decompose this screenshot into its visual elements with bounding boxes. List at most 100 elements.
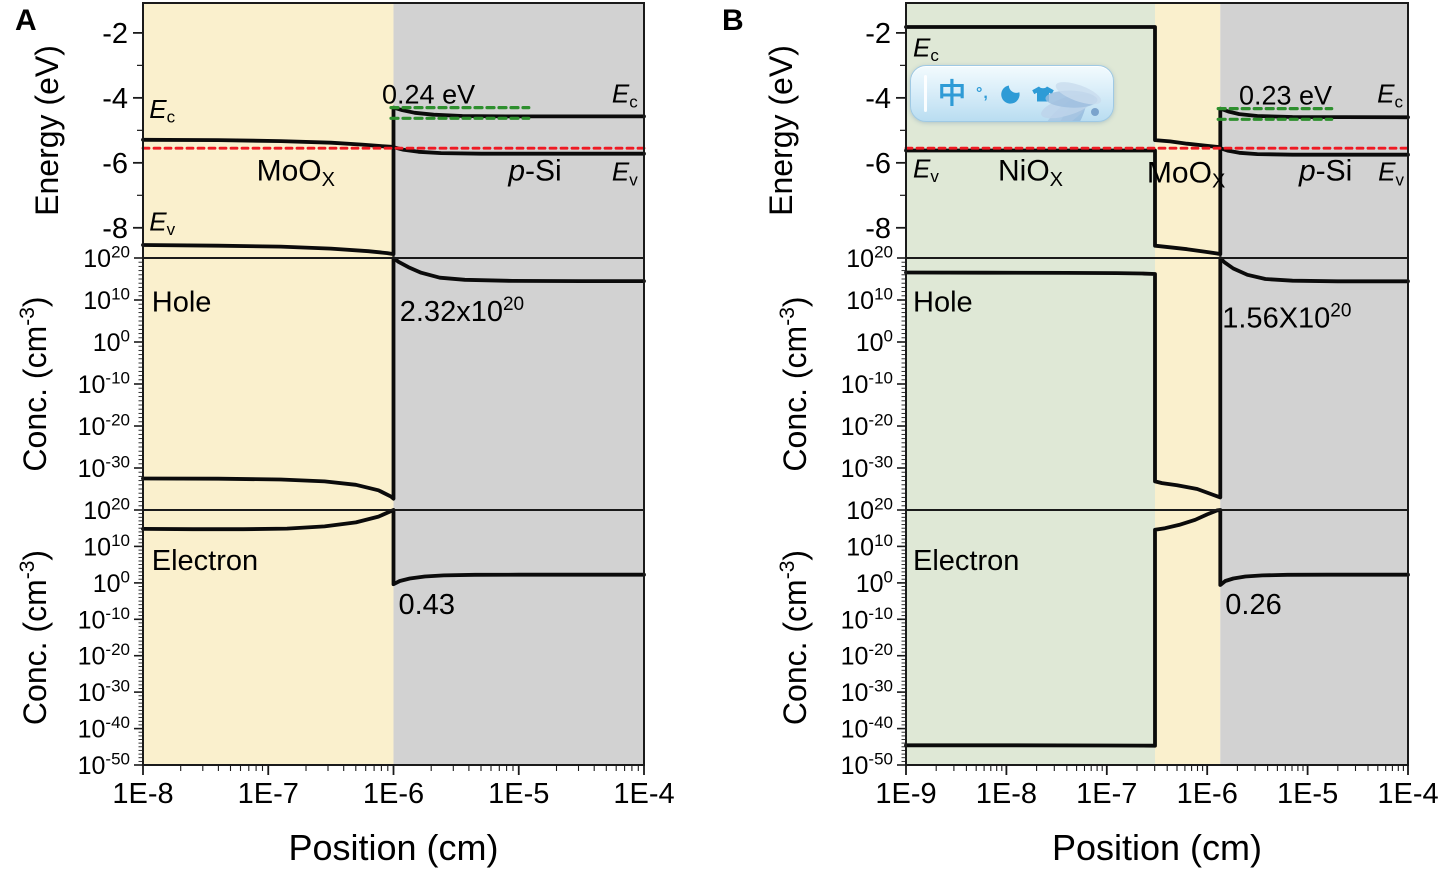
- A-hole-region-psi: [393, 258, 644, 510]
- B-electron-ytick--10: 10-10: [841, 604, 893, 635]
- B-electron-series-label-electron: Electron: [913, 545, 1019, 577]
- A-energy-conduction-band-label-left: Ec: [149, 94, 175, 127]
- ime-drag-handle[interactable]: [924, 75, 927, 112]
- B-energy-conduction-band-label-right: Ec: [1377, 79, 1403, 112]
- A-electron-ytick--10: 10-10: [78, 604, 130, 635]
- A-energy-y-axis-title: Energy (eV): [29, 45, 65, 216]
- B-energy-valence-band-label-left: Ev: [913, 153, 939, 186]
- B-energy-region-label-niox: NiOX: [998, 155, 1063, 191]
- A-electron-xtick-1E-7: 1E-7: [238, 778, 299, 810]
- A-hole-ytick-10: 1010: [83, 285, 130, 316]
- B-energy-region-psi: [1220, 3, 1408, 258]
- B-electron-xtick-1E-8: 1E-8: [976, 778, 1037, 810]
- B-electron-xtick-1E-9: 1E-9: [875, 778, 936, 810]
- B-electron-region-moox: [1155, 510, 1221, 765]
- panel-a-label: A: [15, 4, 37, 37]
- A-electron-xtick-1E-4: 1E-4: [613, 778, 674, 810]
- panel-b-label: B: [722, 4, 744, 37]
- A-electron-region-moox: [143, 510, 394, 765]
- plot-B-electron: 10-50 10-40 10-30 10-20 10-10 100 1010 1020 1E-9…: [776, 495, 1439, 869]
- B-electron-ytick--30: 10-30: [841, 677, 893, 708]
- B-energy-ytick--8: -8: [865, 213, 891, 245]
- ime-chinese-mode-icon[interactable]: 中: [938, 77, 967, 109]
- B-hole-region-moox: [1155, 258, 1221, 510]
- B-energy-region-moox: [1155, 3, 1221, 258]
- A-energy-valence-band-label-right: Ev: [612, 157, 638, 190]
- ime-night-mode-icon[interactable]: [999, 83, 1021, 105]
- B-energy-conduction-band-label-left: Ec: [913, 32, 939, 65]
- A-electron-ytick--30: 10-30: [78, 677, 130, 708]
- B-energy-valence-band-label-right: Ev: [1378, 157, 1404, 190]
- A-energy-ytick--2: -2: [102, 18, 128, 50]
- B-energy-y-axis-title: Energy (eV): [763, 45, 799, 216]
- A-hole-ytick--30: 10-30: [78, 453, 130, 484]
- A-electron-ytick--40: 10-40: [78, 713, 130, 744]
- A-electron-electron-concentration: [141, 508, 646, 587]
- B-hole-region-psi: [1220, 258, 1408, 510]
- plot-A-electron: 10-50 10-40 10-30 10-20 10-10 100 1010 1020 1E-8…: [16, 495, 675, 869]
- plot-B-hole: 10-30 10-20 10-10 100 1010 1020 Conc. (cm-3) Ho…: [776, 243, 1410, 511]
- A-electron-frame: [142, 509, 645, 766]
- B-hole-region-niox: [906, 258, 1155, 510]
- A-hole-ytick--10: 10-10: [78, 369, 130, 400]
- plot-B-energy: -2 -4 -6 -8 Energy (eV) Ec Ev NiOX MoOX p-Si Ec Ev 0…: [763, 2, 1410, 259]
- B-hole-series-label-hole: Hole: [913, 286, 973, 318]
- A-hole-ytick--20: 10-20: [78, 411, 130, 442]
- A-electron-ytick--20: 10-20: [78, 640, 130, 671]
- A-energy-region-moox: [143, 3, 394, 258]
- B-energy-barrier-height-value: 0.23 eV: [1239, 80, 1332, 110]
- ime-toolbar[interactable]: 中 °,: [910, 65, 1114, 122]
- A-hole-interface-hole-density-value: 2.32x1020: [400, 294, 524, 328]
- B-electron-ytick-10: 1010: [846, 531, 893, 562]
- A-energy-valence-band-label-left: Ev: [149, 206, 175, 239]
- A-energy-barrier-height-value: 0.24 eV: [382, 80, 475, 110]
- B-hole-ytick-10: 1010: [846, 285, 893, 316]
- ime-punctuation-icon[interactable]: °,: [976, 84, 989, 102]
- A-electron-interface-electron-density-value: 0.43: [399, 589, 455, 621]
- A-electron-region-psi: [393, 510, 644, 765]
- plot-A-hole: 10-30 10-20 10-10 100 1010 1020 Conc. (cm-3) Ho…: [16, 243, 646, 511]
- A-electron-xtick-1E-8: 1E-8: [112, 778, 173, 810]
- A-energy-region-psi: [393, 3, 644, 258]
- A-electron-ytick-20: 1020: [83, 495, 130, 526]
- plot-A-energy: -2 -4 -6 -8 Energy (eV) Ec Ev MoOX p-Si Ec Ev 0.24 …: [29, 2, 646, 259]
- A-energy-region-label-moox: MoOX: [257, 155, 335, 191]
- A-hole-series-label-hole: Hole: [152, 286, 212, 318]
- B-electron-xtick-1E-6: 1E-6: [1177, 778, 1238, 810]
- A-hole-region-moox: [143, 258, 394, 510]
- B-hole-ytick-20: 1020: [846, 243, 893, 274]
- B-electron-xtick-1E-5: 1E-5: [1277, 778, 1338, 810]
- A-hole-y-axis-title: Conc. (cm-3): [16, 296, 53, 471]
- B-hole-ytick--20: 10-20: [841, 411, 893, 442]
- B-electron-ytick--40: 10-40: [841, 713, 893, 744]
- A-energy-ytick--8: -8: [102, 213, 128, 245]
- B-energy-region-label-psi: p-Si: [1298, 155, 1352, 188]
- B-energy-ytick--2: -2: [865, 18, 891, 50]
- A-electron-ytick-10: 1010: [83, 531, 130, 562]
- A-energy-ytick--6: -6: [102, 148, 128, 180]
- B-hole-hole-concentration: [904, 256, 1410, 500]
- B-electron-xtick-1E-7: 1E-7: [1076, 778, 1137, 810]
- A-electron-ytick-0: 100: [93, 567, 130, 598]
- b-x-axis-title: Position (cm): [1052, 827, 1262, 868]
- B-hole-ytick--10: 10-10: [841, 369, 893, 400]
- B-electron-frame: [905, 509, 1409, 766]
- A-hole-ytick-20: 1020: [83, 243, 130, 274]
- B-hole-ytick--30: 10-30: [841, 453, 893, 484]
- B-electron-region-psi: [1220, 510, 1408, 765]
- A-energy-ytick--4: -4: [102, 83, 128, 115]
- B-energy-region-label-moox: MoOX: [1147, 156, 1225, 192]
- A-energy-region-label-psi: p-Si: [507, 155, 561, 188]
- A-electron-xtick-1E-5: 1E-5: [488, 778, 549, 810]
- B-electron-ytick--50: 10-50: [841, 750, 893, 781]
- B-electron-region-niox: [906, 510, 1155, 765]
- A-electron-series-label-electron: Electron: [152, 545, 258, 577]
- B-energy-region-niox: [906, 3, 1155, 258]
- A-electron-ytick--50: 10-50: [78, 750, 130, 781]
- B-electron-ytick-0: 100: [856, 567, 893, 598]
- B-energy-ytick--4: -4: [865, 83, 891, 115]
- B-electron-interface-electron-density-value: 0.26: [1225, 589, 1281, 621]
- B-hole-ytick-0: 100: [856, 327, 893, 358]
- a-x-axis-title: Position (cm): [288, 827, 498, 868]
